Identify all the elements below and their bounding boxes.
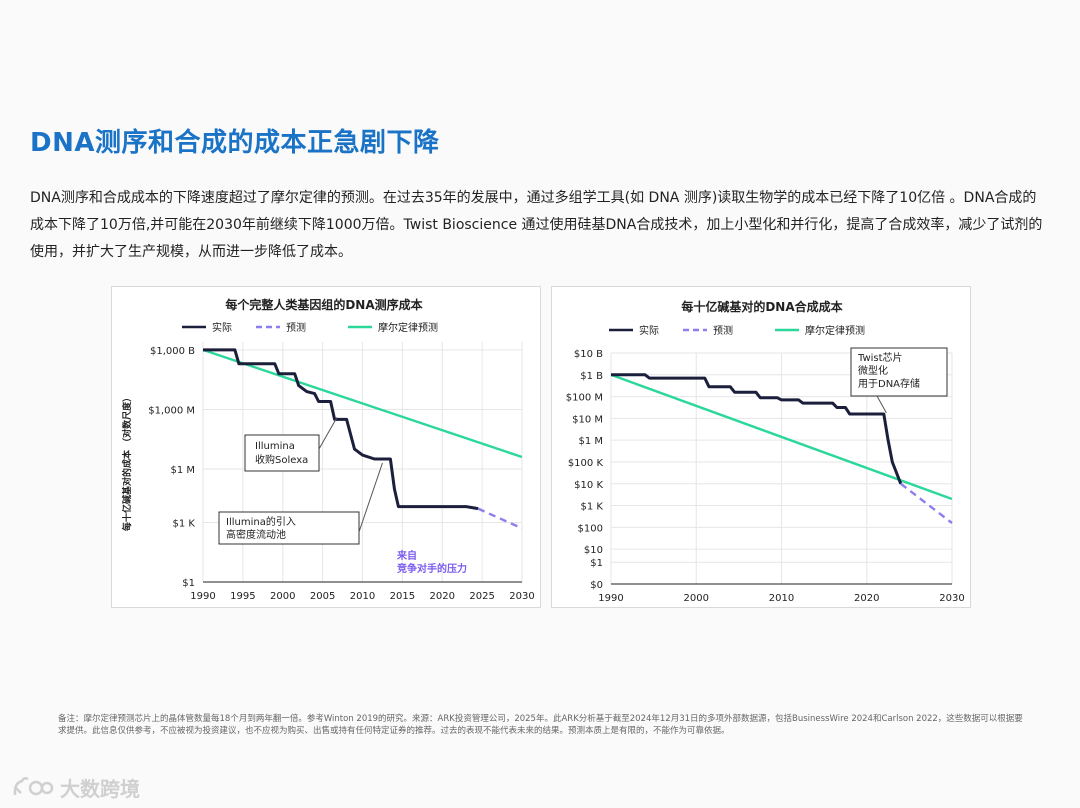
- chart-title: 每个完整人类基因组的DNA测序成本: [225, 297, 422, 312]
- legend-label-0: 实际: [639, 324, 659, 337]
- y-tick-label-9: $10: [584, 545, 603, 556]
- x-tick-label-0: 1990: [190, 591, 215, 602]
- y-tick-label-1: $1,000 M: [148, 405, 195, 416]
- series-line-2: [610, 373, 953, 501]
- page-title: DNA测序和合成的成本正急剧下降: [30, 128, 440, 158]
- x-tick-label-3: 2005: [310, 591, 335, 602]
- annotation-text-2: 来自竞争对手的压力: [396, 549, 467, 575]
- x-tick-label-8: 2030: [509, 591, 534, 602]
- annotation-text-1: Illumina的引入高密度流动池: [226, 515, 296, 541]
- legend-label-2: 摩尔定律预测: [805, 324, 865, 337]
- annotation-leader-0: [318, 417, 338, 450]
- x-tick-label-2: 2000: [270, 591, 295, 602]
- x-tick-label-4: 2010: [350, 591, 375, 602]
- series-line-1: [477, 507, 523, 530]
- intro-paragraph: DNA测序和合成成本的下降速度超过了摩尔定律的预测。在过去35年的发展中，通过多…: [30, 190, 1043, 260]
- watermark-text: 大数跨境: [60, 777, 140, 801]
- x-tick-label-1: 2000: [684, 593, 709, 604]
- watermark: 大数跨境: [12, 773, 140, 802]
- y-tick-label-2: $1 M: [170, 465, 195, 476]
- y-tick-label-7: $1 K: [581, 502, 604, 513]
- annotation-leader-0: [876, 395, 887, 414]
- series-line-0: [203, 348, 479, 511]
- legend-label-1: 预测: [713, 324, 733, 337]
- chart-panel-sequencing: 每个完整人类基因组的DNA测序成本实际 预测 摩尔定律预测 1990 1995 2000 2…: [111, 286, 541, 608]
- x-tick-label-6: 2020: [430, 591, 455, 602]
- chart-title: 每十亿碱基对的DNA合成成本: [681, 299, 842, 314]
- y-tick-label-8: $100: [578, 523, 603, 534]
- y-tick-label-2: $100 M: [566, 393, 603, 404]
- y-tick-label-10: $1: [590, 558, 603, 569]
- y-tick-label-6: $10 K: [574, 480, 603, 491]
- x-tick-label-2: 2010: [769, 593, 794, 604]
- legend-label-2: 摩尔定律预测: [378, 321, 438, 334]
- annotation-box-0: [850, 347, 948, 397]
- y-tick-label-4: $1 M: [578, 436, 603, 447]
- x-tick-label-7: 2025: [469, 591, 494, 602]
- y-tick-label-11: $0: [590, 580, 603, 591]
- x-tick-label-3: 2020: [854, 593, 879, 604]
- chart-panel-synthesis: 每十亿碱基对的DNA合成成本实际 预测 摩尔定律预测 1990 2000 2010 2020…: [551, 286, 971, 608]
- y-tick-label-0: $10 B: [574, 349, 603, 360]
- watermark-logo-icon: [13, 776, 54, 795]
- y-tick-label-0: $1,000 B: [150, 346, 195, 357]
- annotation-box-0: [244, 434, 320, 472]
- series-line-1: [900, 482, 953, 524]
- y-tick-label-5: $100 K: [568, 458, 604, 469]
- annotation-box-1: [218, 511, 360, 545]
- y-tick-label-3: $1 K: [173, 518, 196, 529]
- x-tick-label-1: 1995: [230, 591, 255, 602]
- x-tick-label-0: 1990: [598, 593, 623, 604]
- annotation-leader-1: [358, 462, 383, 533]
- series-line-0: [611, 373, 903, 485]
- y-tick-label-3: $10 M: [572, 414, 603, 425]
- x-tick-label-4: 2030: [939, 593, 964, 604]
- x-tick-label-5: 2015: [390, 591, 415, 602]
- annotation-text-0: Illumina 收购Solexa: [255, 441, 308, 466]
- footnote: 备注：摩尔定律预测芯片上的晶体管数量每18个月到两年翻一倍。参考Winton 2…: [58, 714, 1023, 736]
- legend-label-1: 预测: [286, 321, 306, 334]
- y-tick-label-4: $1: [182, 578, 195, 589]
- y-axis-title: 每十亿碱基对的成本 （对数尺度）: [121, 393, 133, 531]
- annotation-text-0: Twist芯片微型化用于DNA存储: [857, 351, 920, 390]
- y-tick-label-1: $1 B: [580, 371, 603, 382]
- series-line-2: [202, 348, 523, 459]
- legend-label-0: 实际: [212, 321, 232, 334]
